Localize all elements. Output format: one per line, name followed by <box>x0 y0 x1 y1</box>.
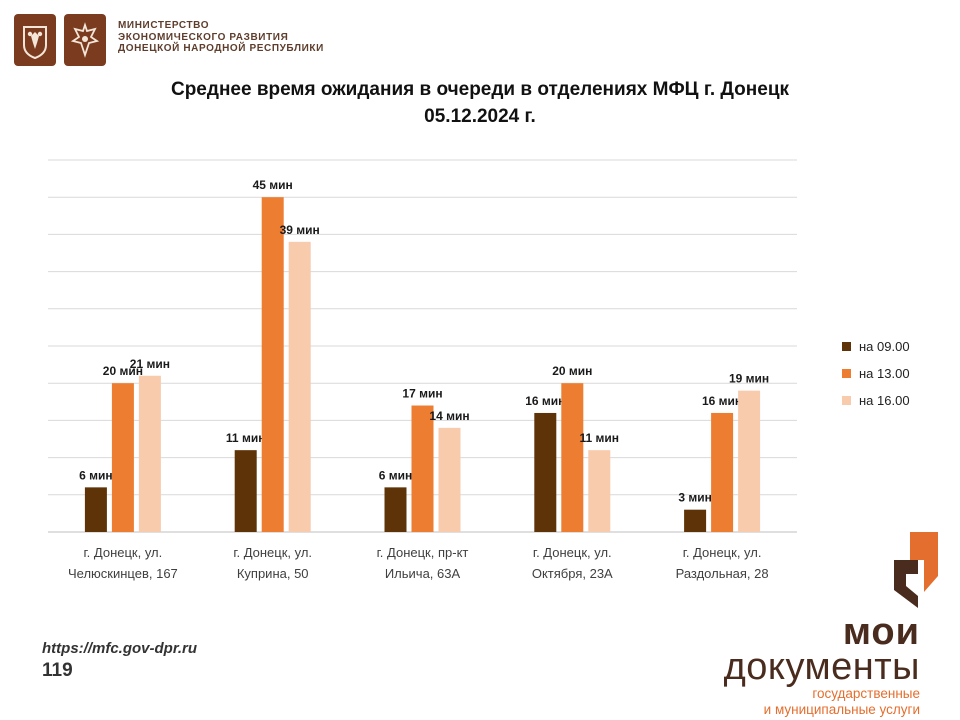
category-label: г. Донецк, ул. <box>84 545 163 560</box>
bar <box>261 197 284 532</box>
bar <box>561 383 584 532</box>
category-label: Ильича, 63А <box>385 566 461 581</box>
ministry-line-2: ЭКОНОМИЧЕСКОГО РАЗВИТИЯ <box>118 31 289 43</box>
data-label: 14 мин <box>429 409 469 423</box>
chart-legend: на 09.00 на 13.00 на 16.00 <box>842 333 910 414</box>
legend-item-1600: на 16.00 <box>842 387 910 414</box>
bar <box>711 412 734 532</box>
chart-title-line-2: 05.12.2024 г. <box>424 106 536 127</box>
moi-dokumenty-logo-icon <box>894 532 938 608</box>
data-label: 16 мин <box>525 394 565 408</box>
page-number: 119 <box>42 660 73 681</box>
brand-line-4: и муниципальные услуги <box>763 702 920 717</box>
category-label: Октября, 23А <box>532 566 613 581</box>
bar <box>738 390 761 532</box>
category-label: г. Донецк, пр-кт <box>377 545 469 560</box>
bar <box>84 487 107 532</box>
data-label: 19 мин <box>729 372 769 386</box>
bar <box>534 412 557 532</box>
coat-of-arms-emblem <box>14 14 56 66</box>
category-label: г. Донецк, ул. <box>233 545 312 560</box>
category-label: Челюскинцев, 167 <box>68 566 178 581</box>
data-label: 16 мин <box>702 394 742 408</box>
category-label: г. Донецк, ул. <box>683 545 762 560</box>
legend-item-1300: на 13.00 <box>842 360 910 387</box>
bar <box>384 487 407 532</box>
bar <box>588 450 611 532</box>
brand-line-1: мои <box>842 611 920 653</box>
chart-title-line-1: Среднее время ожидания в очереди в отдел… <box>170 79 790 100</box>
bar <box>111 383 134 532</box>
brand-line-3: государственные <box>812 686 920 701</box>
chart-title: Среднее время ожидания в очереди в отдел… <box>0 76 960 130</box>
bar <box>138 375 161 532</box>
legend-label-1300: на 13.00 <box>859 366 910 381</box>
data-label: 20 мин <box>552 364 592 378</box>
category-label: г. Донецк, ул. <box>533 545 612 560</box>
dpr-emblem <box>64 14 106 66</box>
category-label: Куприна, 50 <box>237 566 309 581</box>
data-label: 6 мин <box>379 468 413 482</box>
legend-label-1600: на 16.00 <box>859 393 910 408</box>
ministry-name: МИНИСТЕРСТВО ЭКОНОМИЧЕСКОГО РАЗВИТИЯ ДОН… <box>118 20 324 55</box>
legend-swatch-0900 <box>842 342 851 351</box>
bar <box>438 427 461 532</box>
ministry-line-3: ДОНЕЦКОЙ НАРОДНОЙ РЕСПУБЛИКИ <box>118 43 324 54</box>
brand-line-2: документы <box>723 646 920 688</box>
legend-swatch-1300 <box>842 369 851 378</box>
legend-item-0900: на 09.00 <box>842 333 910 360</box>
header: МИНИСТЕРСТВО ЭКОНОМИЧЕСКОГО РАЗВИТИЯ ДОН… <box>14 14 324 66</box>
data-label: 17 мин <box>402 387 442 401</box>
category-label: Раздольная, 28 <box>676 566 769 581</box>
site-url[interactable]: https://mfc.gov-dpr.ru <box>42 640 197 657</box>
brand-block: мои документы государственные и муниципа… <box>723 611 920 718</box>
data-label: 45 мин <box>253 178 293 192</box>
bar <box>684 509 707 532</box>
legend-swatch-1600 <box>842 396 851 405</box>
bar <box>234 450 257 532</box>
ministry-line-1: МИНИСТЕРСТВО <box>118 20 210 31</box>
data-label: 39 мин <box>280 223 320 237</box>
data-label: 21 мин <box>130 357 170 371</box>
data-label: 11 мин <box>226 431 266 445</box>
data-label: 11 мин <box>580 431 620 445</box>
legend-label-0900: на 09.00 <box>859 339 910 354</box>
data-label: 20 мин <box>103 364 143 378</box>
data-label: 6 мин <box>79 468 113 482</box>
data-label: 3 мин <box>678 491 712 505</box>
bar <box>288 241 311 532</box>
bar <box>411 405 434 532</box>
